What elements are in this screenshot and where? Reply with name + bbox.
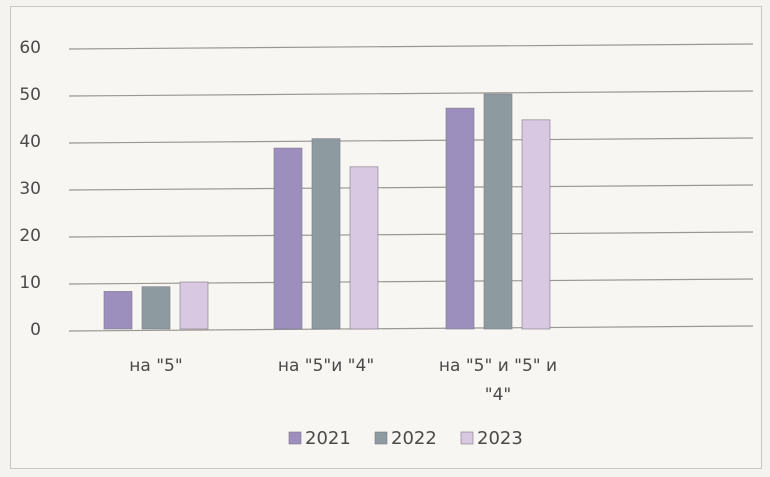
x-category-label: на "5" и "5" и	[439, 356, 557, 376]
gridline-60	[68, 43, 754, 50]
gridline-0	[68, 325, 754, 332]
y-tick-label: 20	[19, 226, 41, 246]
bar-2021-cat-1	[273, 147, 303, 330]
y-tick-label: 60	[19, 38, 41, 58]
y-tick-label: 10	[19, 273, 41, 293]
bar-2022-cat-1	[311, 138, 341, 330]
bar-2022-cat-2	[483, 93, 513, 330]
legend-label-2023: 2023	[477, 428, 523, 449]
bar-2021-cat-0	[103, 291, 133, 330]
y-tick-label: 0	[30, 320, 41, 340]
gridline-40	[68, 137, 754, 144]
legend-label-2022: 2022	[391, 428, 437, 449]
gridline-20	[68, 231, 754, 238]
gridline-50	[68, 90, 754, 97]
y-tick-label: 30	[19, 179, 41, 199]
gridline-30	[68, 184, 754, 191]
x-category-label: на "5"и "4"	[278, 356, 374, 376]
legend-swatch-2022	[374, 431, 388, 445]
y-tick-label: 50	[19, 85, 41, 105]
bar-chart: 0 10 20 30 40 50 60 на "5" на "5"и "4" на "5" и "…	[19, 38, 754, 449]
bar-2023-cat-2	[521, 119, 551, 330]
bar-2021-cat-2	[445, 107, 475, 330]
chart-frame: 0 10 20 30 40 50 60 на "5" на "5"и "4" на "5" и "…	[10, 6, 762, 469]
x-category-label: на "5"	[129, 356, 182, 376]
x-category-label: "4"	[485, 385, 511, 405]
gridline-10	[68, 278, 754, 285]
legend-swatch-2021	[288, 431, 302, 445]
legend-swatch-2023	[460, 431, 474, 445]
bar-2022-cat-0	[141, 286, 171, 330]
bar-2023-cat-1	[349, 166, 379, 330]
legend-label-2021: 2021	[305, 428, 351, 449]
y-tick-label: 40	[19, 132, 41, 152]
bar-2023-cat-0	[179, 281, 209, 330]
